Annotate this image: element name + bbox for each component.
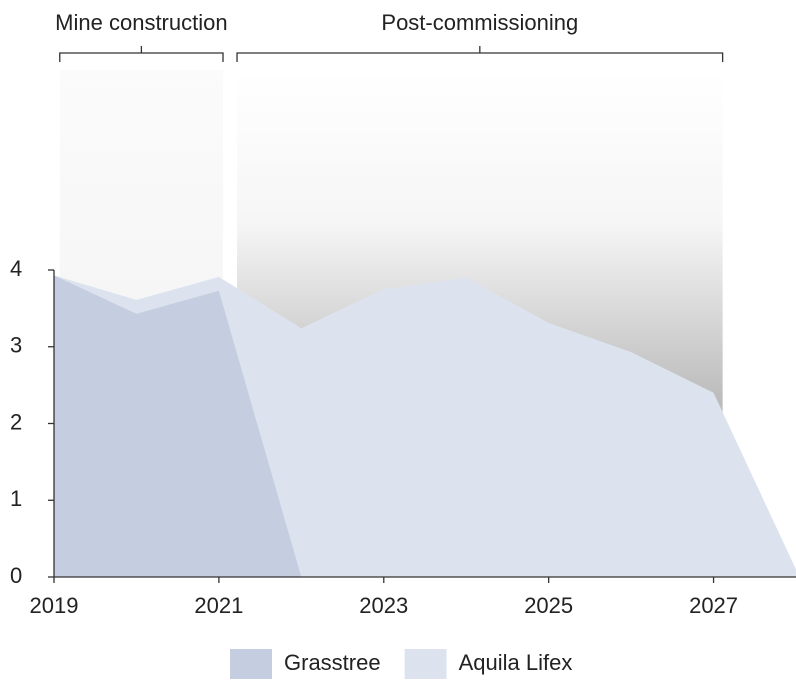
- period-bracket: [59, 46, 224, 62]
- period-bracket: [236, 46, 724, 62]
- legend-label: Aquila Lifex: [459, 650, 573, 675]
- area: [54, 275, 302, 577]
- x-tick-label: 2019: [30, 593, 79, 618]
- x-tick-label: 2025: [524, 593, 573, 618]
- x-tick-label: 2023: [359, 593, 408, 618]
- x-tick-label: 2027: [689, 593, 738, 618]
- legend-swatch: [230, 649, 272, 679]
- y-tick-label: 4: [10, 256, 22, 281]
- legend-label: Grasstree: [284, 650, 381, 675]
- legend-swatch: [404, 649, 447, 679]
- y-tick-label: 1: [10, 486, 22, 511]
- x-tick-label: 2021: [194, 593, 243, 618]
- y-tick-label: 2: [10, 409, 22, 434]
- y-tick-label: 3: [10, 333, 22, 358]
- y-tick-label: 0: [10, 563, 22, 588]
- period-label: Post-commissioning: [381, 10, 578, 35]
- period-label: Mine construction: [55, 10, 227, 35]
